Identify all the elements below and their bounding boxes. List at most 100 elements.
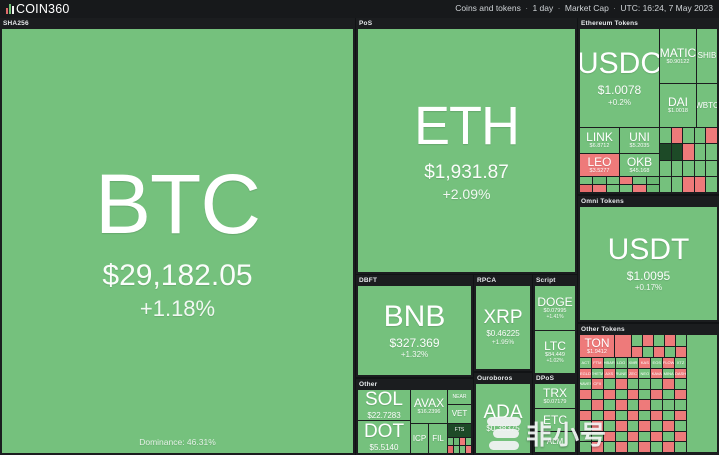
mosaic-cell[interactable]: [639, 379, 651, 389]
mosaic-cell[interactable]: [603, 389, 615, 400]
tile-usdc[interactable]: USDC $1.0078 +0.2%: [580, 29, 659, 127]
mosaic-cell[interactable]: [632, 335, 642, 346]
tile-usdt[interactable]: USDT $1.0095 +0.17%: [580, 207, 717, 320]
mosaic-cell[interactable]: [646, 177, 659, 184]
mosaic-cell[interactable]: [632, 346, 642, 357]
tile-alm[interactable]: ALM: [535, 432, 575, 452]
mosaic-cell[interactable]: [663, 400, 675, 410]
tile-xrp[interactable]: XRP $0.46225 +1.95%: [476, 286, 530, 369]
mosaic-cell[interactable]: [663, 442, 675, 452]
ethereum-tokens-mosaic[interactable]: [660, 128, 717, 192]
mosaic-cell[interactable]: [448, 446, 453, 453]
mosaic-cell[interactable]: [663, 410, 675, 421]
mosaic-cell[interactable]: [603, 410, 615, 421]
mosaic-cell[interactable]: [591, 400, 603, 410]
mosaic-cell[interactable]: [643, 346, 653, 357]
mosaic-cell[interactable]: [615, 442, 627, 452]
tile-ton[interactable]: TON $1.9412: [580, 335, 614, 357]
mosaic-cell[interactable]: [660, 160, 671, 176]
mosaic-cell[interactable]: [627, 431, 639, 442]
mosaic-cell[interactable]: EGLD: [580, 368, 591, 379]
mosaic-cell[interactable]: ACT: [580, 358, 591, 368]
mosaic-cell[interactable]: [665, 346, 675, 357]
tile-fts[interactable]: FTS: [448, 424, 471, 437]
mosaic-cell[interactable]: [615, 410, 627, 421]
mosaic-cell[interactable]: [639, 410, 651, 421]
mosaic-cell[interactable]: [706, 176, 717, 192]
mosaic-cell[interactable]: [627, 379, 639, 389]
tile-leo[interactable]: LEO $3.5277: [580, 154, 619, 176]
mosaic-cell[interactable]: ZEC: [627, 368, 639, 379]
mosaic-cell[interactable]: [694, 160, 706, 176]
mosaic-cell[interactable]: THETA: [591, 368, 603, 379]
mosaic-cell[interactable]: XMR: [627, 358, 639, 368]
mosaic-cell[interactable]: [454, 446, 459, 453]
mosaic-cell[interactable]: [651, 379, 663, 389]
mosaic-cell[interactable]: CFX: [591, 379, 603, 389]
mosaic-cell[interactable]: [654, 346, 664, 357]
mosaic-cell[interactable]: [580, 410, 591, 421]
mosaic-cell[interactable]: [706, 128, 717, 144]
tile-avax[interactable]: AVAX $16.2396: [411, 390, 447, 423]
tile-other-token-2[interactable]: [615, 335, 631, 357]
mosaic-cell[interactable]: [675, 431, 686, 442]
mosaic-cell[interactable]: [603, 400, 615, 410]
mosaic-cell[interactable]: KAS: [639, 358, 651, 368]
meta-timeframe[interactable]: 1 day: [532, 3, 554, 13]
mosaic-cell[interactable]: [675, 400, 686, 410]
mosaic-cell[interactable]: [580, 431, 591, 442]
mosaic-cell[interactable]: [660, 128, 671, 144]
mosaic-cell[interactable]: [663, 431, 675, 442]
tile-near[interactable]: NEAR: [448, 390, 471, 404]
tile-dot[interactable]: DOT $5.5140: [358, 421, 410, 453]
tile-other-tokens-tail[interactable]: [687, 335, 717, 452]
mosaic-cell[interactable]: [606, 177, 619, 184]
mosaic-cell[interactable]: [603, 442, 615, 452]
mosaic-cell[interactable]: [675, 389, 686, 400]
ethereum-tokens-mosaic-lower[interactable]: [580, 177, 659, 192]
mosaic-cell[interactable]: [627, 410, 639, 421]
mosaic-cell[interactable]: [627, 400, 639, 410]
mosaic-cell[interactable]: [639, 431, 651, 442]
mosaic-cell[interactable]: [683, 176, 694, 192]
mosaic-cell[interactable]: HBAR: [603, 358, 615, 368]
tile-btc[interactable]: BTC $29,182.05 +1.18% Dominance: 46.31%: [2, 29, 353, 453]
tile-eth[interactable]: ETH $1,931.87 +2.09%: [358, 29, 575, 272]
mosaic-cell[interactable]: [639, 442, 651, 452]
mosaic-cell[interactable]: [651, 431, 663, 442]
tile-ada[interactable]: ADA $0.38375: [476, 384, 530, 453]
mosaic-cell[interactable]: [706, 144, 717, 160]
other-tokens-mosaic-top[interactable]: [632, 335, 686, 357]
mosaic-cell[interactable]: [633, 177, 646, 184]
tile-matic[interactable]: MATIC $0.90122: [660, 29, 696, 83]
tile-ltc[interactable]: LTC $84.449 +1.02%: [535, 331, 575, 374]
tile-okb[interactable]: OKB $45.168: [620, 154, 659, 176]
mosaic-cell[interactable]: [651, 400, 663, 410]
mosaic-cell[interactable]: WAVES: [580, 379, 591, 389]
mosaic-cell[interactable]: [593, 185, 606, 192]
mosaic-cell[interactable]: MINA: [663, 368, 675, 379]
mosaic-cell[interactable]: [454, 438, 459, 445]
mosaic-cell[interactable]: [651, 389, 663, 400]
mosaic-cell[interactable]: [619, 185, 633, 192]
mosaic-cell[interactable]: [603, 421, 615, 431]
mosaic-cell[interactable]: [615, 400, 627, 410]
mosaic-cell[interactable]: NEO: [639, 368, 651, 379]
mosaic-cell[interactable]: [683, 160, 694, 176]
tile-shib[interactable]: SHIB: [697, 29, 717, 83]
mosaic-cell[interactable]: [671, 160, 683, 176]
mosaic-cell[interactable]: [580, 400, 591, 410]
mosaic-cell[interactable]: [466, 446, 471, 453]
meta-scope[interactable]: Coins and tokens: [455, 3, 521, 13]
mosaic-cell[interactable]: RUNE: [615, 368, 627, 379]
mosaic-cell[interactable]: [606, 185, 619, 192]
mosaic-cell[interactable]: [593, 177, 606, 184]
mosaic-cell[interactable]: [646, 185, 659, 192]
tile-vet[interactable]: VET: [448, 405, 471, 423]
mosaic-cell[interactable]: [643, 335, 653, 346]
mosaic-cell[interactable]: [651, 421, 663, 431]
mosaic-cell[interactable]: [591, 389, 603, 400]
meta-metric[interactable]: Market Cap: [564, 3, 609, 13]
mosaic-cell[interactable]: [660, 144, 671, 160]
mosaic-cell[interactable]: [671, 128, 683, 144]
